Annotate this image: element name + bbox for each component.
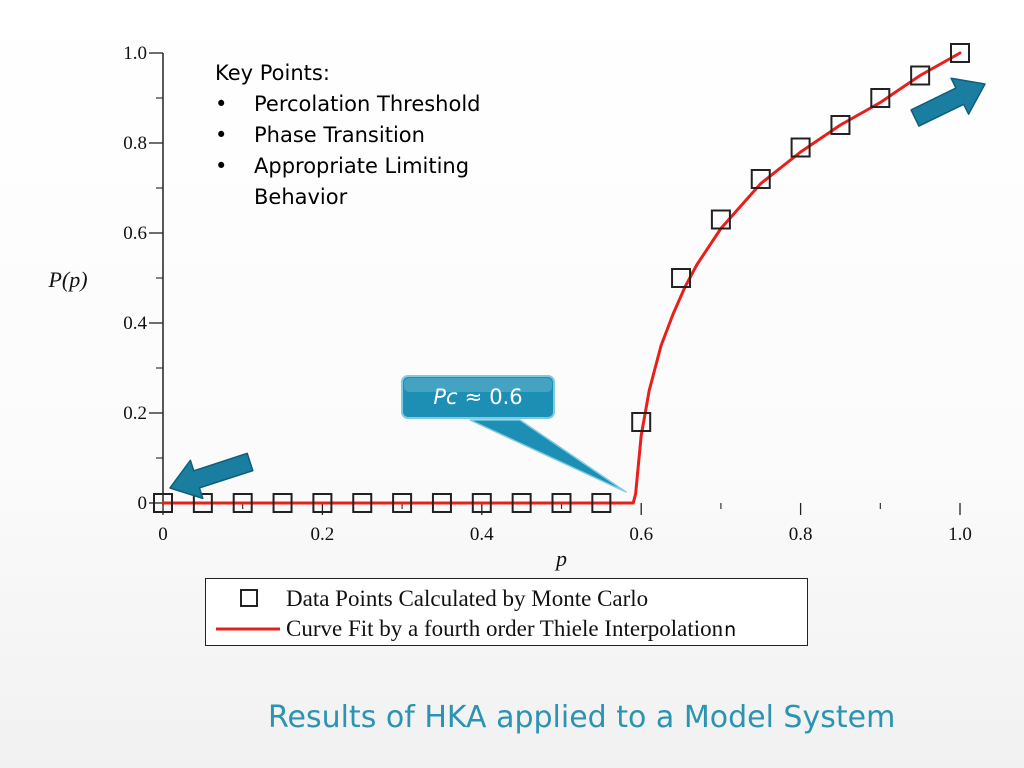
data-point-marker [392, 493, 413, 513]
curve-fit-line [161, 51, 962, 505]
data-point-marker [232, 493, 253, 513]
data-point-marker [750, 169, 771, 189]
legend-label-curve-fit: Curve Fit by a fourth order Thiele Inter… [286, 616, 737, 641]
key-points-list: Percolation Threshold Phase Transition A… [215, 89, 545, 213]
data-point-marker [153, 493, 173, 513]
y-axis-title: P(p) [47, 267, 87, 292]
data-point-marker [710, 209, 731, 230]
data-point-marker [870, 88, 891, 108]
y-tick-label: 0.6 [123, 223, 147, 244]
data-point-marker [790, 137, 811, 158]
arrow-body [169, 452, 254, 500]
data-point-marker [591, 493, 612, 513]
data-point-marker [431, 493, 452, 513]
data-point-marker [950, 43, 970, 63]
threshold-callout [401, 375, 627, 493]
callout-relation: ≈ [464, 385, 483, 409]
key-points-box: Key Points: Percolation Threshold Phase … [215, 58, 545, 213]
y-tick-label: 0.8 [123, 133, 147, 154]
data-point-marker [551, 493, 572, 513]
x-tick-label: 0.4 [470, 524, 494, 545]
callout-box [401, 375, 555, 419]
data-point-marker [910, 65, 931, 86]
x-tick-label: 0 [158, 524, 168, 545]
slide-title: Results of HKA applied to a Model System [268, 700, 896, 735]
x-tick-label: 0.8 [789, 524, 813, 545]
x-axis-title: p [554, 546, 567, 571]
data-point-marker [511, 493, 532, 513]
x-tick-label: 1.0 [948, 524, 972, 545]
y-tick-label: 0.4 [123, 313, 147, 334]
legend-square-marker-icon [240, 589, 258, 607]
left-limit-arrow-icon [169, 452, 254, 500]
data-point-marker [192, 493, 213, 513]
chart-legend: Data Points Calculated by Monte Carlo Cu… [205, 578, 808, 646]
right-limit-arrow-icon [910, 77, 986, 127]
key-points-heading: Key Points: [215, 61, 330, 85]
data-point-marker [830, 115, 851, 135]
data-point-marker [671, 268, 692, 288]
legend-entry-curve-fit: Curve Fit by a fourth order Thiele Inter… [206, 615, 846, 643]
data-point-marker [471, 493, 492, 513]
arrow-body [910, 77, 986, 127]
legend-overflow-text: n [724, 619, 737, 641]
key-point-item: Appropriate Limiting Behavior [215, 151, 545, 213]
data-point-marker [272, 493, 293, 513]
key-point-item: Phase Transition [215, 120, 545, 151]
key-point-item: Percolation Threshold [215, 89, 545, 120]
x-tick-label: 0.2 [311, 524, 335, 545]
legend-entry-data-points: Data Points Calculated by Monte Carlo [206, 585, 846, 613]
callout-gloss [404, 378, 552, 392]
threshold-callout-label: Pc ≈ 0.6 [402, 376, 554, 418]
y-tick-label: 0 [138, 493, 148, 514]
data-point-marker [312, 493, 333, 513]
y-tick-label: 1.0 [123, 43, 147, 64]
callout-pointer [469, 419, 627, 493]
data-point-marker [631, 412, 652, 432]
legend-red-line-icon [216, 627, 280, 631]
x-tick-label: 0.6 [629, 524, 653, 545]
data-point-marker [352, 493, 373, 513]
callout-symbol: Pc [433, 385, 458, 409]
legend-label-data-points: Data Points Calculated by Monte Carlo [286, 586, 649, 611]
callout-value: 0.6 [489, 385, 523, 409]
y-tick-label: 0.2 [123, 403, 147, 424]
